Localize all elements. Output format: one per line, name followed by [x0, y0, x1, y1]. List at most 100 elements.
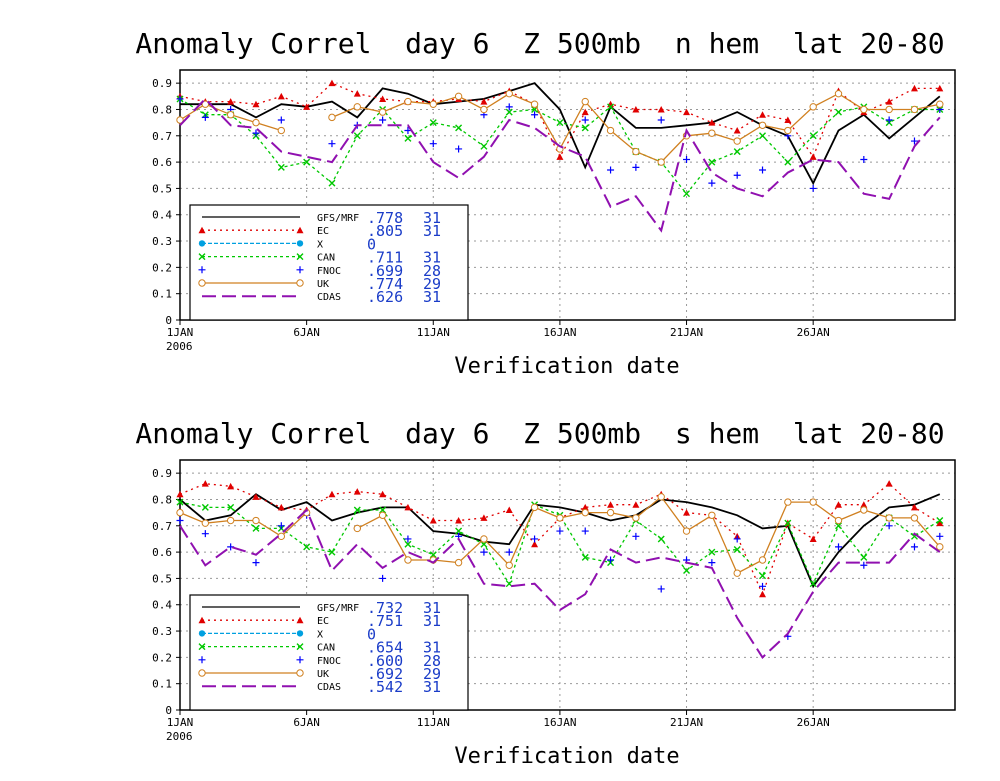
series-fnoc-marker	[885, 116, 893, 124]
series-fnoc-marker	[607, 556, 615, 564]
legend-entry-score: .805	[367, 222, 403, 240]
legend-entry-score: 0	[367, 625, 376, 643]
series-ec-marker	[353, 488, 361, 495]
series-ec-marker	[252, 493, 260, 500]
legend-fnoc-marker	[296, 656, 304, 664]
series-fnoc-marker	[733, 535, 741, 543]
x-tick-label: 21JAN	[670, 326, 703, 339]
series-uk-marker	[657, 493, 665, 501]
series-uk-marker	[353, 524, 361, 533]
series-ec-marker	[353, 90, 361, 97]
legend-uk-marker	[296, 669, 304, 677]
legend: GFS/MRF .778 31 EC .805 31 X 0 CAN .711 31 FNOC .699…	[189, 204, 469, 321]
x-tick-label: 6JAN	[293, 326, 320, 339]
series-ec-marker	[657, 105, 665, 113]
series-uk-marker	[885, 105, 893, 114]
series-uk-marker	[910, 105, 919, 114]
legend-entry-name: X	[317, 629, 323, 640]
legend-entry-count: 28	[423, 652, 441, 670]
series-uk-marker	[606, 126, 615, 135]
series-ec-marker	[759, 590, 767, 598]
y-tick-label: 0.8	[152, 103, 172, 116]
series-fnoc-marker	[176, 517, 184, 525]
x-tick-label: 1JAN	[167, 716, 194, 729]
legend-entry-name: CAN	[317, 643, 335, 654]
chart-title: Anomaly Correl day 6 Z 500mb n hem lat 2…	[135, 27, 944, 60]
y-tick-label: 0.8	[152, 493, 172, 506]
y-tick-label: 0.3	[152, 235, 172, 248]
series-fnoc-marker	[252, 559, 260, 567]
series-can-marker	[759, 572, 767, 580]
x-axis-label: Verification date	[454, 354, 679, 379]
series-ec-marker	[809, 153, 817, 160]
series-fnoc-marker	[581, 527, 589, 535]
y-tick-label: 0.5	[152, 182, 172, 195]
series-fnoc-marker	[708, 559, 716, 567]
x-tick-label: 16JAN	[543, 716, 576, 729]
series-uk-marker	[834, 516, 843, 525]
series-fnoc-marker	[404, 127, 412, 135]
series-can-marker	[328, 179, 336, 187]
y-tick-label: 0.1	[152, 678, 172, 691]
plot-frame	[179, 459, 956, 711]
legend-uk-marker	[198, 279, 206, 287]
series-can-marker	[455, 527, 463, 535]
series-uk-marker	[682, 527, 691, 535]
series-uk-group	[176, 89, 944, 166]
x-tick-label: 16JAN	[543, 326, 576, 339]
series-uk-marker	[252, 118, 260, 127]
series-uk-marker	[328, 113, 336, 122]
series-ec-marker	[683, 108, 691, 116]
series-fnoc-marker	[379, 574, 387, 582]
series-can-marker	[227, 503, 235, 511]
series-fnoc-marker	[455, 145, 463, 153]
series-fnoc-marker	[657, 116, 665, 124]
legend-entry-name: X	[317, 239, 323, 250]
series-fnoc-group	[176, 95, 944, 192]
series-ec-marker	[581, 503, 589, 511]
series-can-marker	[581, 553, 589, 561]
series-fnoc-marker	[632, 163, 640, 171]
series-ec-marker	[303, 103, 311, 110]
series-ec-marker	[227, 98, 235, 105]
legend-entry-score: .732	[367, 599, 403, 617]
series-fnoc-marker	[201, 530, 209, 538]
series-can-marker	[607, 103, 615, 111]
legend-can-marker	[198, 253, 206, 261]
series-can-marker	[201, 503, 209, 511]
series-can-marker	[708, 158, 716, 166]
series-ec-marker	[480, 98, 488, 105]
series-can-marker	[733, 545, 741, 553]
series-uk-line	[179, 495, 941, 575]
series-fnoc-marker	[834, 543, 842, 551]
series-uk-marker	[556, 514, 564, 522]
series-cdas-line	[179, 97, 941, 233]
legend: GFS/MRF .732 31 EC .751 31 X 0 CAN .654 31 FNOC .600…	[189, 594, 469, 711]
series-uk-marker	[378, 511, 387, 519]
series-uk-marker	[277, 126, 286, 135]
series-can-marker	[480, 540, 488, 548]
series-uk-marker	[733, 569, 741, 577]
series-fnoc-marker	[936, 532, 944, 540]
series-fnoc-marker	[556, 527, 564, 535]
chart-title: Anomaly Correl day 6 Z 500mb s hem lat 2…	[135, 417, 944, 450]
y-tick-label: 0.9	[152, 77, 172, 90]
series-ec-marker	[860, 501, 868, 508]
legend-entry-name: FNOC	[317, 266, 341, 277]
series-uk-marker	[378, 108, 387, 116]
series-uk-marker	[784, 126, 792, 135]
series-uk-marker	[454, 92, 463, 101]
legend-entry-score: .711	[367, 249, 403, 267]
legend-entry-count: 31	[423, 612, 441, 630]
legend-entry-score: .542	[367, 678, 403, 696]
legend-entry-score: .626	[367, 288, 403, 306]
series-uk-marker	[657, 158, 665, 166]
series-uk-marker	[226, 516, 235, 525]
legend-entry-count: 31	[423, 288, 441, 306]
series-can-marker	[455, 124, 463, 132]
series-can-marker	[860, 553, 868, 561]
series-can-marker	[683, 567, 691, 575]
series-can-marker	[353, 506, 361, 514]
chart-panel-south-hemisphere: Anomaly Correl day 6 Z 500mb s hem lat 2…	[135, 417, 956, 769]
series-fnoc-marker	[759, 582, 767, 590]
